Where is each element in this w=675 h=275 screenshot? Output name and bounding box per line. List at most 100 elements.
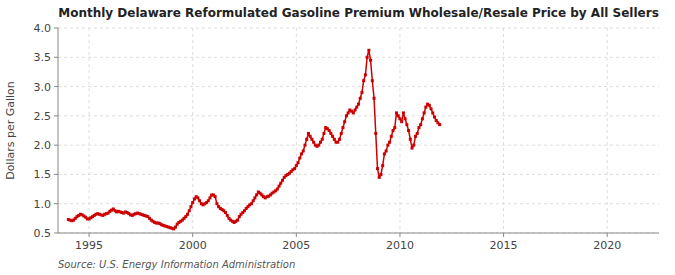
point <box>191 201 194 204</box>
point <box>297 161 300 164</box>
point <box>414 135 417 138</box>
point <box>430 107 433 110</box>
point <box>362 79 365 82</box>
y-tick <box>54 174 58 175</box>
point <box>374 132 377 135</box>
point <box>198 199 201 202</box>
point <box>317 144 320 147</box>
point <box>188 209 191 212</box>
point <box>281 179 284 182</box>
point <box>397 114 400 117</box>
x-grid-line <box>89 28 90 233</box>
chart: Monthly Delaware Reformulated Gasoline P… <box>0 0 675 275</box>
point <box>366 56 369 59</box>
point <box>186 213 189 216</box>
point <box>386 144 389 147</box>
point <box>319 141 322 144</box>
point <box>331 135 334 138</box>
y-tick-label: 0.5 <box>34 227 52 240</box>
point <box>338 138 341 141</box>
point <box>303 144 306 147</box>
x-tick <box>192 233 193 237</box>
series <box>67 49 441 231</box>
axes: 0.51.01.52.02.53.03.54.01995200020052010… <box>34 22 660 252</box>
point <box>279 182 282 185</box>
point <box>312 141 315 144</box>
point <box>354 109 357 112</box>
point <box>347 111 350 114</box>
point <box>310 138 313 141</box>
point <box>341 126 344 129</box>
point <box>373 97 376 100</box>
y-tick-label: 4.0 <box>34 22 52 35</box>
x-grid-line <box>399 28 400 233</box>
y-tick-label: 1.0 <box>34 198 52 211</box>
y-tick-label: 2.5 <box>34 110 52 123</box>
y-tick <box>54 115 58 116</box>
point <box>207 199 210 202</box>
y-grid-line <box>58 115 659 116</box>
x-tick <box>399 233 400 237</box>
point <box>309 135 312 138</box>
point <box>226 214 229 217</box>
point <box>278 185 281 188</box>
point <box>411 147 414 150</box>
point <box>340 132 343 135</box>
line <box>68 50 439 229</box>
y-tick <box>54 28 58 29</box>
point <box>329 132 332 135</box>
source-note: Source: U.S. Energy Information Administ… <box>58 259 295 270</box>
grid <box>58 28 659 233</box>
y-tick-label: 1.5 <box>34 168 52 181</box>
point <box>224 211 227 214</box>
point <box>295 164 298 167</box>
point <box>364 73 367 76</box>
point <box>409 138 412 141</box>
point <box>383 152 386 155</box>
point <box>333 138 336 141</box>
y-tick-label: 3.0 <box>34 81 52 94</box>
point <box>345 114 348 117</box>
point <box>421 117 424 120</box>
point <box>307 132 310 135</box>
point <box>250 202 253 205</box>
y-grid-line <box>58 145 659 146</box>
y-tick <box>54 203 58 204</box>
x-grid-line <box>503 28 504 233</box>
point <box>393 126 396 129</box>
point <box>359 97 362 100</box>
point <box>355 106 358 109</box>
point <box>321 138 324 141</box>
x-tick-label: 2000 <box>179 239 207 252</box>
point <box>371 79 374 82</box>
point <box>253 196 256 199</box>
y-tick <box>54 145 58 146</box>
point <box>276 188 279 191</box>
point <box>376 167 379 170</box>
point <box>322 132 325 135</box>
point <box>404 117 407 120</box>
point <box>343 120 346 123</box>
x-tick-label: 2010 <box>386 239 414 252</box>
point <box>236 219 239 222</box>
y-grid-line <box>58 174 659 175</box>
point <box>433 116 436 119</box>
point <box>398 117 401 120</box>
point <box>392 129 395 132</box>
y-tick <box>54 233 58 234</box>
point <box>416 132 419 135</box>
point <box>431 111 434 114</box>
point <box>252 199 255 202</box>
point <box>395 111 398 114</box>
point <box>405 123 408 126</box>
x-grid-line <box>192 28 193 233</box>
y-grid-line <box>58 28 659 29</box>
point <box>385 150 388 153</box>
point <box>352 111 355 114</box>
y-grid-line <box>58 203 659 204</box>
y-grid-line <box>58 233 659 234</box>
point <box>208 196 211 199</box>
y-tick-label: 2.0 <box>34 139 52 152</box>
y-tick <box>54 86 58 87</box>
point <box>255 193 258 196</box>
